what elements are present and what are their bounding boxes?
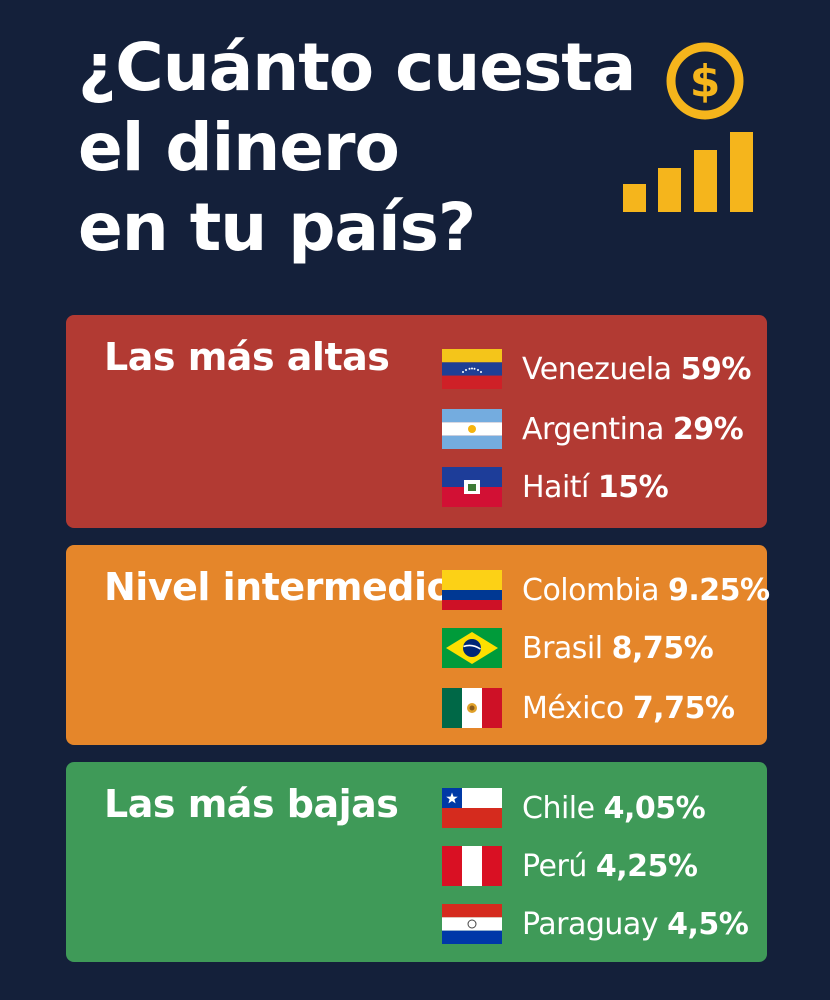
country-name: Argentina [522, 411, 664, 447]
country-row: Brasil 8,75% [442, 628, 714, 668]
colombia-flag-icon [442, 570, 502, 610]
panel-intermediate: Nivel intermedio Colombia 9.25% Brasil 8… [66, 545, 770, 745]
country-rate: 4,05% [603, 790, 706, 826]
country-rate: 15% [597, 469, 669, 505]
country-name: Paraguay [522, 906, 659, 942]
svg-text:$: $ [690, 56, 721, 107]
title-line: en tu país? [78, 189, 476, 266]
panel-lowest: Las más bajas Chile 4,05% Perú 4,25% Par… [66, 762, 767, 962]
panel-title: Las más altas [104, 335, 390, 379]
country-row: Argentina 29% [442, 409, 744, 449]
country-row: México 7,75% [442, 688, 735, 728]
mexico-flag-icon [442, 688, 502, 728]
country-rate: 7,75% [632, 690, 735, 726]
panel-title: Nivel intermedio [104, 565, 453, 609]
country-name: Venezuela [522, 351, 672, 387]
argentina-flag-icon [442, 409, 502, 449]
chile-flag-icon [442, 788, 502, 828]
country-row: Colombia 9.25% [442, 570, 770, 610]
brazil-flag-icon [442, 628, 502, 668]
page-title: ¿Cuánto cuesta el dinero en tu país? [78, 28, 636, 268]
country-row: Venezuela 59% [442, 349, 751, 389]
country-name: Haití [522, 469, 589, 505]
haiti-flag-icon [442, 467, 502, 507]
country-rate: 4,25% [595, 848, 698, 884]
country-row: Haití 15% [442, 467, 669, 507]
country-row: Perú 4,25% [442, 846, 698, 886]
bottom-strip [0, 980, 830, 1000]
panel-highest: Las más altas Venezuela 59% Argentina 29… [66, 315, 767, 528]
country-name: Brasil [522, 630, 603, 666]
title-line: ¿Cuánto cuesta [78, 29, 636, 106]
country-rate: 29% [672, 411, 744, 447]
country-name: Colombia [522, 572, 659, 608]
country-name: México [522, 690, 624, 726]
venezuela-flag-icon [442, 349, 502, 389]
country-row: Chile 4,05% [442, 788, 706, 828]
country-name: Chile [522, 790, 595, 826]
country-name: Perú [522, 848, 587, 884]
panel-title: Las más bajas [104, 782, 399, 826]
paraguay-flag-icon [442, 904, 502, 944]
country-rate: 8,75% [611, 630, 714, 666]
country-row: Paraguay 4,5% [442, 904, 749, 944]
title-line: el dinero [78, 109, 400, 186]
country-rate: 59% [680, 351, 752, 387]
peru-flag-icon [442, 846, 502, 886]
country-rate: 4,5% [667, 906, 749, 942]
dollar-coin-rising-bars-icon: $ [620, 40, 770, 220]
country-rate: 9.25% [668, 572, 770, 608]
